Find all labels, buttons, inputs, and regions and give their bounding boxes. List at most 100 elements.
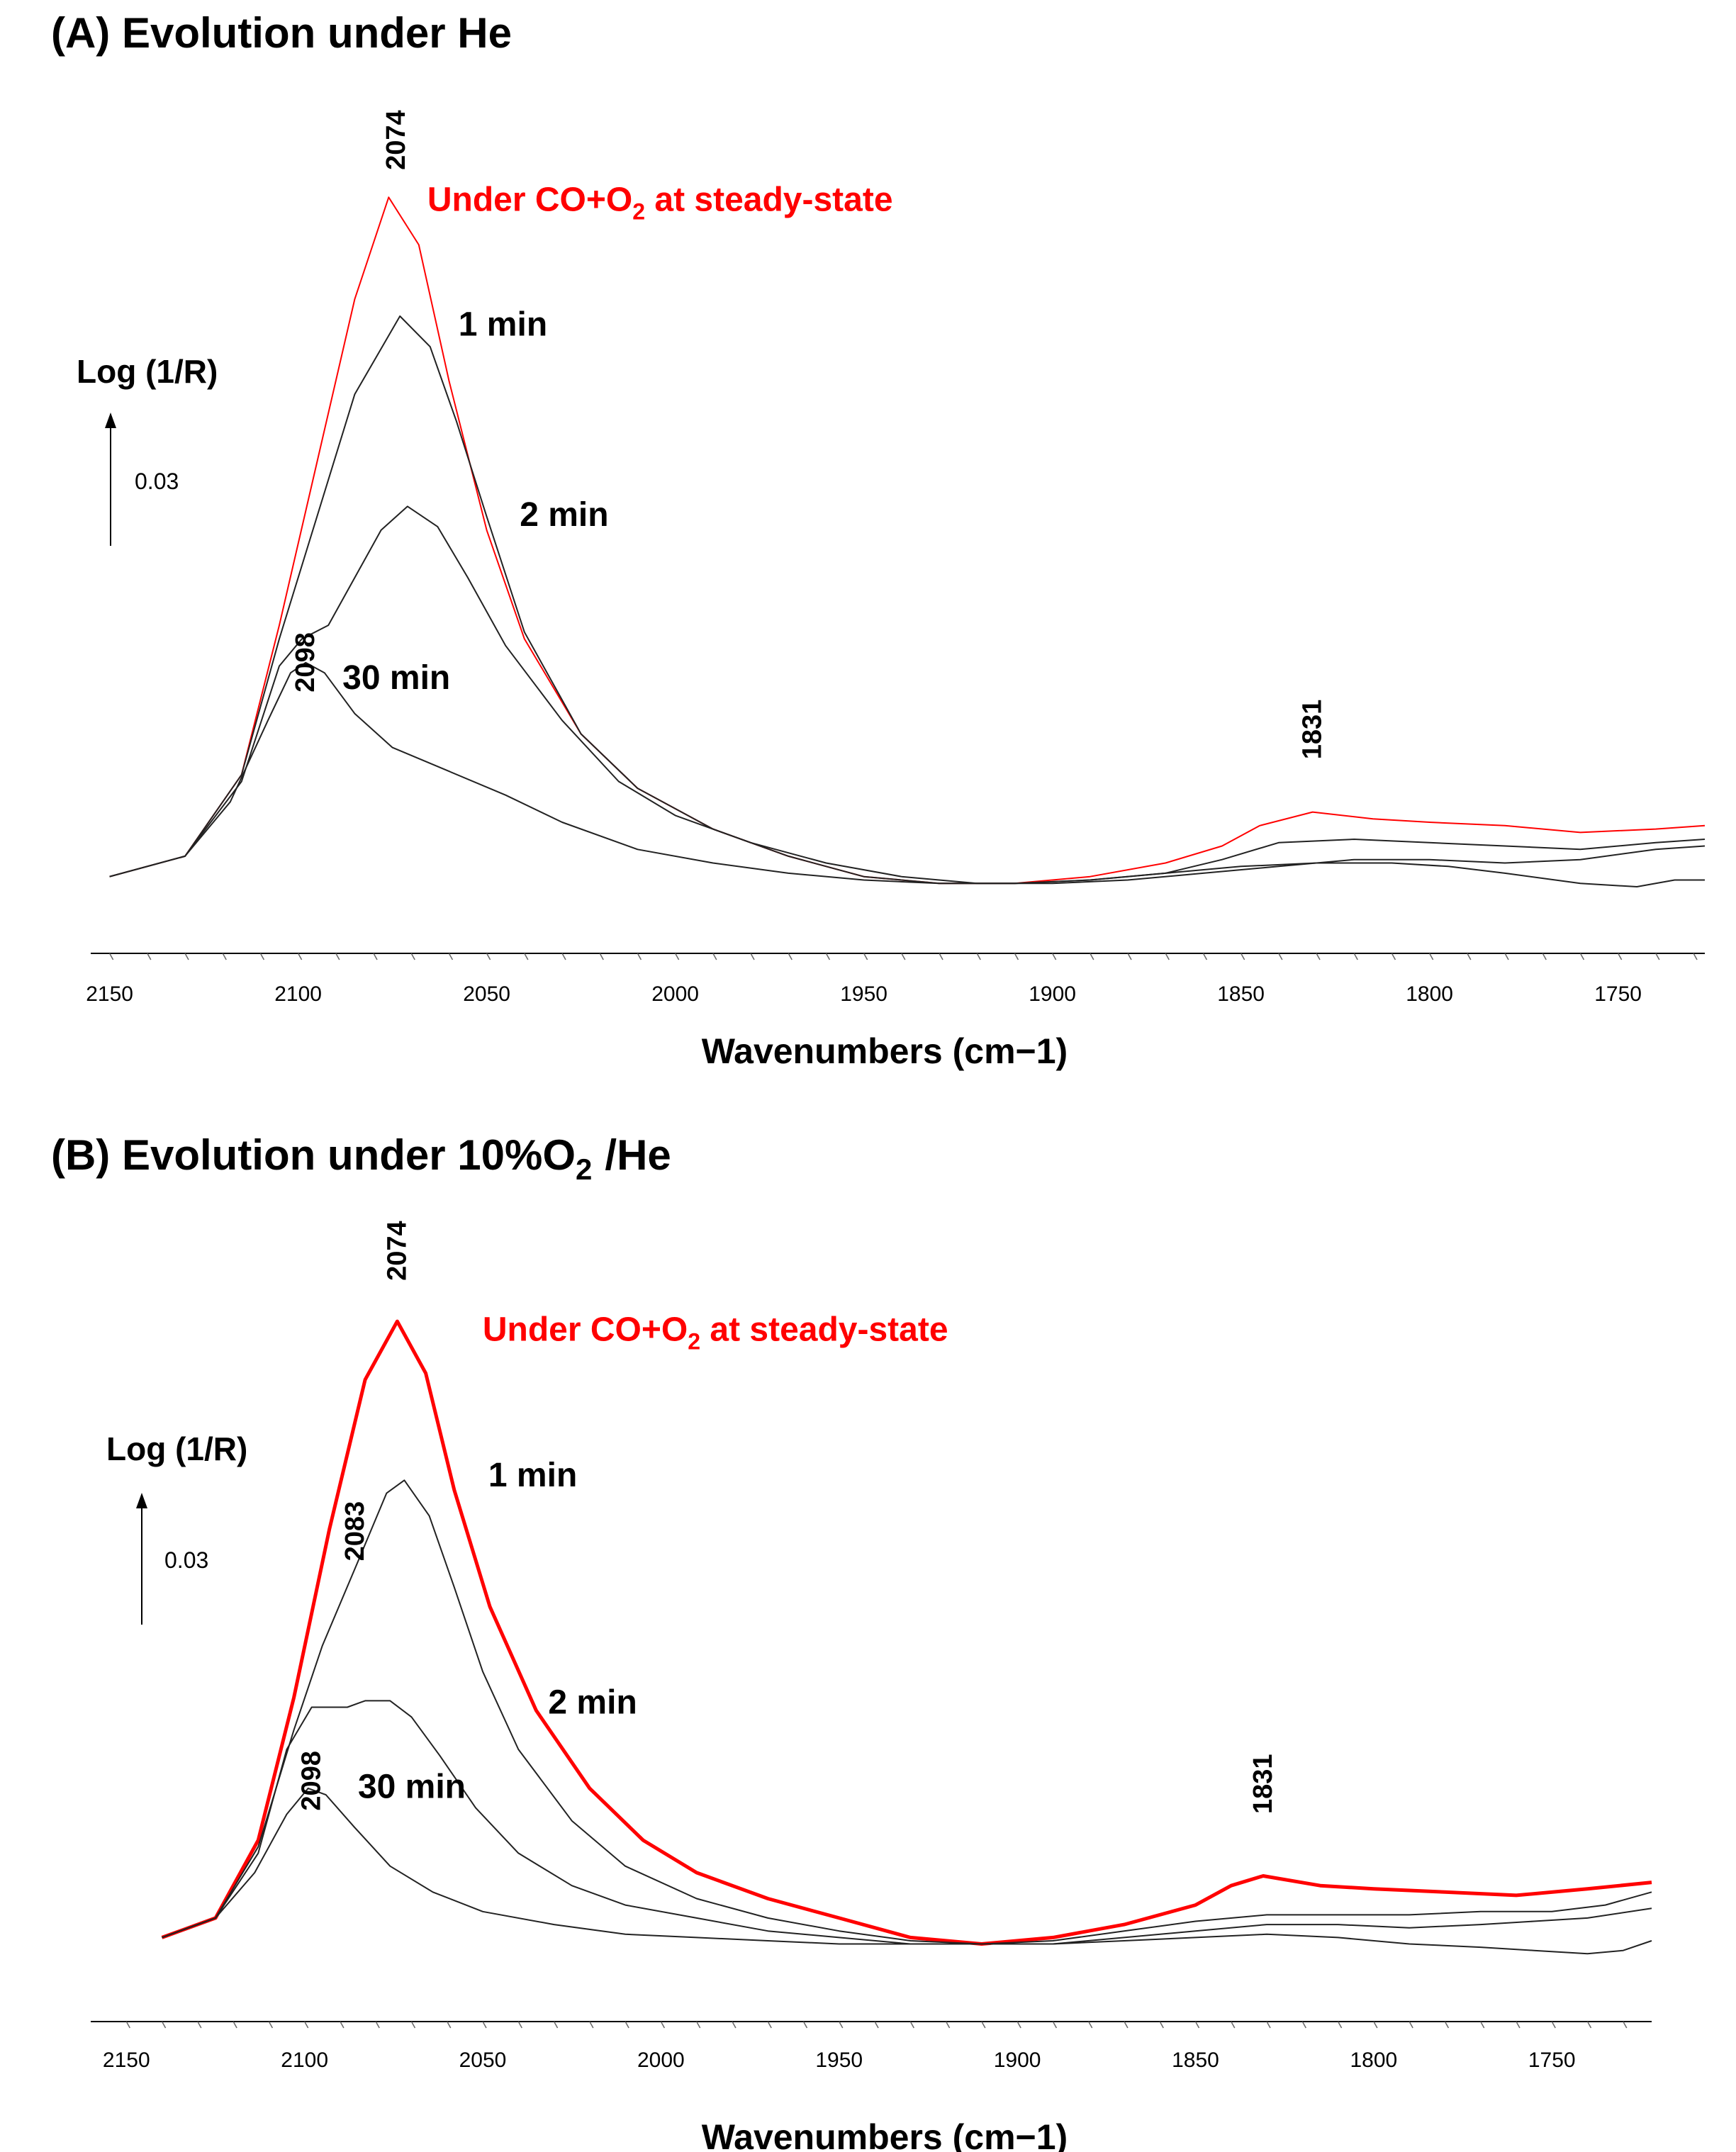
panel-a-series-label-30-min: 30 min [342,659,450,697]
panel-b-x-minor-tick [945,2021,951,2029]
panel-b-series-line-1-min [162,1479,1652,1945]
panel-a-x-minor-tick [1617,953,1623,960]
panel-a-scale-arrow-icon [105,413,116,428]
panel-a-x-minor-tick [108,953,114,960]
panel-a-x-minor-tick [1467,953,1472,960]
panel-a-x-minor-tick [901,953,906,960]
panel-b-x-minor-tick [1516,2021,1521,2029]
panel-b-x-minor-tick [696,2021,701,2029]
panel-b-title: (B) Evolution under 10%O2/He [51,1131,671,1186]
panel-a-x-minor-tick [750,953,755,960]
panel-b-x-minor-tick [340,2021,345,2029]
panel-b-scale-label: 0.03 [164,1547,208,1573]
panel-a-x-minor-tick [373,953,378,960]
panel-a-x-minor-tick [599,953,604,960]
panel-b-x-minor-tick [197,2021,202,2029]
panel-b-x-minor-tick [1337,2021,1343,2029]
panel-a-plot: 2150 2100 2050 2000 1950 1900 1850 1800 1750 Unde… [86,110,1706,1006]
panel-a: (A) Evolution under He 2150 2100 2050 2000 1… [51,9,1706,1071]
panel-a-x-minor-tick [939,953,943,960]
panel-a-x-minor-tick [1655,953,1660,960]
panel-a-x-minor-tick [788,953,793,960]
panel-a-peak-label-2098: 2098 [291,632,320,693]
panel-b-x-minor-tick [1266,2021,1271,2029]
panel-a-x-minor-tick [1693,953,1698,960]
panel-a-x-minor-tick [297,953,303,960]
panel-b-x-minor-tick [874,2021,879,2029]
panel-a-x-tick-label: 1900 [1029,982,1076,1006]
panel-b-x-tick-label: 2050 [459,2049,507,2072]
panel-b-x-minor-tick [1231,2021,1236,2029]
panel-b-x-minor-tick [375,2021,380,2029]
panel-a-x-minor-tick [1165,953,1170,960]
panel-a-x-minor-tick [1504,953,1509,960]
panel-b-x-minor-tick [1194,2021,1200,2029]
panel-a-x-minor-tick [1278,953,1283,960]
panel-a-x-tick-label: 1800 [1406,982,1453,1006]
panel-a-title: (A) Evolution under He [51,9,512,57]
panel-b-plot: 2150 2100 2050 2000 1950 1900 1850 1800 1750 Unde… [91,1221,1652,2072]
panel-b-x-minor-tick [1373,2021,1378,2029]
panel-a-series-line-2-min [109,505,1706,885]
panel-b-x-minor-tick [1551,2021,1556,2029]
panel-b-x-minor-tick [1623,2021,1628,2029]
panel-a-scale-label: 0.03 [135,469,179,494]
panel-a-x-minor-tick [674,953,680,960]
panel-a-x-minor-tick [259,953,265,960]
panel-a-series-line-steady-state [109,196,1706,885]
panel-b-x-tick-label: 2150 [103,2049,150,2072]
panel-a-x-minor-tick [448,953,454,960]
panel-a-peak-label-2074: 2074 [381,110,411,170]
panel-a-x-minor-tick [147,953,152,960]
panel-a-x-tick-label: 2100 [274,982,322,1006]
panel-b-x-minor-tick [1444,2021,1450,2029]
panel-a-x-minor-tick [1542,953,1547,960]
panel-a-series-label-2-min: 2 min [520,496,608,534]
panel-b-x-minor-tick [732,2021,737,2029]
panel-b-x-tick-label: 1900 [994,2049,1041,2072]
panel-a-x-minor-tick [1090,953,1094,960]
panel-b-x-tick-label: 1850 [1172,2049,1219,2072]
panel-b-x-minor-tick [482,2021,487,2029]
panel-b-x-tick-label: 1800 [1350,2049,1397,2072]
panel-a-x-minor-tick [1353,953,1358,960]
panel-b-x-minor-tick [268,2021,274,2029]
panel-b-series-line-steady-state [161,1319,1652,1946]
panel-a-x-minor-tick [976,953,981,960]
panel-b-x-minor-tick [1052,2021,1058,2029]
panel-a-x-axis-title: Wavenumbers (cm−1) [702,1031,1068,1071]
panel-a-x-minor-tick [1014,953,1019,960]
panel-b-x-tick-label: 1750 [1528,2049,1576,2072]
panel-a-x-minor-tick [1391,953,1396,960]
panel-b-x-minor-tick [161,2021,167,2029]
panel-b-x-minor-tick [981,2021,986,2029]
panel-b-x-minor-tick [1586,2021,1592,2029]
panel-b-x-minor-tick [410,2021,416,2029]
panel-b-x-minor-tick [1159,2021,1164,2029]
panel-b-x-minor-tick [589,2021,594,2029]
panel-a-x-minor-tick [222,953,227,960]
panel-a-x-minor-tick [712,953,717,960]
panel-b-peak-label-2074: 2074 [382,1221,412,1281]
panel-b-x-minor-tick [553,2021,559,2029]
panel-b-x-minor-tick [233,2021,237,2029]
panel-b-x-minor-tick [1301,2021,1306,2029]
panel-a-x-minor-tick [863,953,868,960]
panel-b-x-minor-tick [447,2021,452,2029]
panel-b-x-minor-tick [839,2021,844,2029]
panel-b-x-minor-tick [767,2021,772,2029]
panel-a-peak-label-1831: 1831 [1298,700,1328,760]
panel-a-x-minor-tick [637,953,642,960]
panel-a-series-label-1-min: 1 min [459,306,547,344]
panel-b-x-minor-tick [1480,2021,1485,2029]
panel-a-x-minor-tick [335,953,340,960]
panel-b-x-minor-tick [1088,2021,1093,2029]
panel-a-x-tick-label: 2150 [86,982,133,1006]
panel-b-x-tick-label: 2000 [637,2049,685,2072]
panel-b-y-axis-label: Log (1/R) [106,1430,247,1467]
panel-a-x-minor-tick [1051,953,1057,960]
panel-b-series-label-2-min: 2 min [548,1683,637,1721]
panel-a-x-minor-tick [410,953,415,960]
panel-a-x-minor-tick [524,953,529,960]
